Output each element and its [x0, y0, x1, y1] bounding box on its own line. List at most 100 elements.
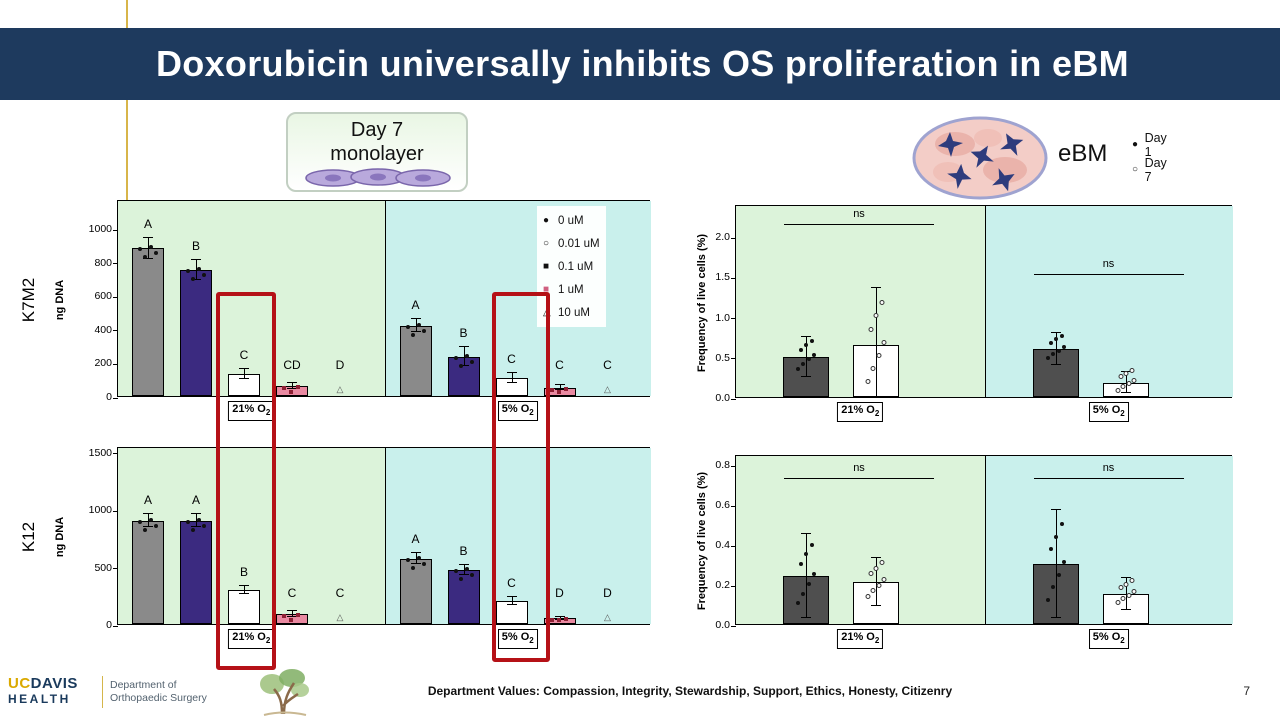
y-tick-label: 0	[106, 391, 112, 403]
legend-item: ■ 1 uM	[543, 278, 600, 301]
day7-legend-label: Day 7	[1144, 155, 1167, 184]
panel-21% O2: A B C CD D △	[118, 201, 385, 396]
data-point	[1061, 560, 1066, 564]
monolayer-caption-line1: Day 7	[350, 119, 404, 141]
y-tick-mark	[113, 229, 118, 231]
data-point	[881, 339, 887, 345]
error-cap-top	[506, 371, 517, 373]
y-tick-label: 600	[94, 290, 112, 303]
group-letter: CD	[283, 358, 301, 372]
error-cap-top	[239, 584, 249, 586]
legend-label: 0 uM	[558, 214, 584, 227]
y-tick-label: 2.0	[715, 231, 730, 244]
y-tick-label: 1000	[88, 223, 112, 236]
error-cap-bottom	[1120, 609, 1131, 610]
day7-monolayer-illustration: Day 7 monolayer	[286, 112, 468, 192]
legend-label: 10 uM	[558, 306, 590, 319]
data-point	[149, 517, 153, 522]
data-point	[149, 245, 153, 250]
error-cap-bottom	[410, 562, 421, 564]
data-point	[804, 343, 808, 348]
y-tick-label: 0.6	[715, 499, 730, 511]
data-point	[810, 542, 814, 547]
error-cap-bottom	[506, 604, 517, 606]
legend-marker-icon: ●	[543, 215, 550, 226]
data-point	[289, 617, 293, 622]
error-cap-bottom	[554, 389, 565, 391]
bar-0.01 uM	[180, 270, 212, 396]
legend-marker-icon: ■	[543, 284, 550, 295]
legend-label: 0.1 uM	[558, 260, 594, 273]
error-bar	[511, 372, 513, 383]
data-point	[796, 601, 800, 606]
group-letter: C	[239, 348, 249, 363]
footer: UCDAVIS HEALTH Department of Orthopaedic…	[0, 668, 1280, 720]
data-point	[1056, 572, 1061, 577]
monolayer-caption: Day 7 monolayer	[288, 114, 466, 166]
data-point	[197, 267, 201, 272]
data-point	[810, 338, 814, 343]
data-point	[1126, 380, 1131, 386]
error-cap-top	[801, 533, 811, 534]
zero-marker-icon: △	[336, 384, 344, 394]
y-tick-mark	[731, 585, 736, 587]
data-point	[416, 555, 421, 560]
y-axis-title: ng DNA	[54, 279, 66, 320]
y-tick-label: 0.5	[715, 351, 730, 364]
bar-0.01 uM	[447, 356, 480, 396]
ebm-caption: eBM	[1058, 140, 1108, 167]
data-point	[799, 348, 803, 353]
data-point	[282, 613, 286, 618]
ns-bracket	[784, 478, 934, 479]
data-point	[1050, 585, 1055, 590]
logo-uc-text: UC	[8, 675, 31, 692]
legend-item: △ 10 uM	[543, 301, 600, 324]
error-bar	[244, 369, 245, 380]
bar-0.1 uM	[228, 589, 260, 624]
error-cap-top	[191, 513, 201, 515]
ns-bracket	[784, 223, 934, 225]
error-cap-bottom	[1050, 363, 1061, 365]
data-point	[154, 523, 158, 528]
data-point	[549, 387, 554, 392]
y-tick-label: 0.2	[715, 579, 730, 591]
error-cap-bottom	[458, 574, 469, 576]
error-cap-bottom	[871, 605, 881, 606]
error-cap-top	[191, 259, 201, 261]
error-cap-bottom	[801, 375, 811, 377]
error-cap-bottom	[410, 331, 421, 333]
data-point	[1056, 348, 1061, 353]
y-tick-mark	[113, 296, 118, 298]
y-tick-label: 1000	[88, 504, 112, 517]
data-point	[138, 247, 142, 252]
condition-label: 5% O2	[1088, 629, 1129, 650]
legend-marker-icon: ○	[543, 238, 550, 249]
data-point	[453, 355, 458, 360]
highlight-box-0.1uM-21pct	[216, 292, 276, 670]
data-point	[563, 617, 568, 622]
error-cap-top	[554, 384, 565, 386]
y-tick-mark	[113, 453, 118, 455]
y-tick-mark	[731, 277, 736, 279]
data-point	[191, 527, 195, 532]
group-letter: D	[603, 586, 612, 600]
panel-21% O2: A A B C C △	[118, 448, 385, 624]
ns-label: ns	[853, 462, 865, 474]
data-point	[296, 612, 300, 617]
y-tick-mark	[731, 545, 736, 547]
y-tick-label: 800	[94, 256, 112, 269]
row-label: K7M2	[19, 277, 38, 322]
highlight-box-0.1uM-5pct	[492, 292, 550, 662]
ns-bracket	[1033, 478, 1184, 479]
group-letter: D	[555, 586, 564, 600]
group-letter: D	[335, 358, 345, 372]
data-point	[1131, 377, 1136, 383]
ebm-dish-icon	[912, 116, 1048, 200]
error-cap-bottom	[191, 279, 201, 281]
data-point	[812, 352, 816, 357]
ns-label: ns	[1102, 462, 1115, 474]
y-tick-label: 0.0	[715, 619, 730, 631]
panel-21% O2: ns	[736, 206, 985, 397]
group-letter: B	[459, 326, 468, 341]
group-letter: C	[287, 586, 297, 600]
